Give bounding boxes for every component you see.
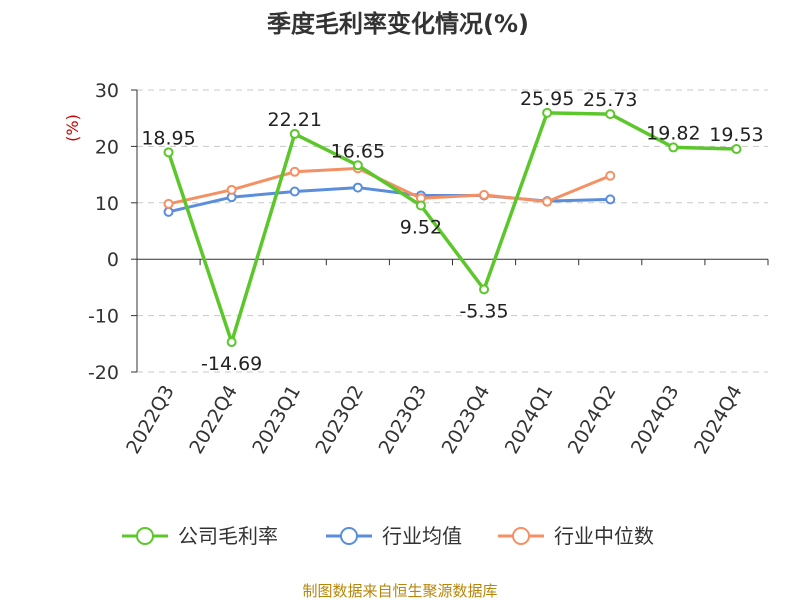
x-tick-label: 2022Q4 <box>185 382 242 458</box>
data-point[interactable] <box>479 284 490 295</box>
data-point[interactable] <box>605 109 616 120</box>
data-point[interactable] <box>226 337 237 348</box>
data-label: 19.53 <box>709 124 763 146</box>
legend-swatch-marker <box>340 527 358 545</box>
x-tick-label: 2024Q4 <box>690 382 747 458</box>
data-point[interactable] <box>415 200 426 211</box>
y-tick-label: 0 <box>107 249 119 271</box>
data-label: 25.73 <box>583 89 637 111</box>
legend-swatch-marker <box>136 527 154 545</box>
data-point[interactable] <box>731 144 742 155</box>
series-layer <box>163 107 742 348</box>
legend-label: 公司毛利率 <box>178 524 278 548</box>
data-label: 25.95 <box>520 88 574 110</box>
data-point[interactable] <box>163 147 174 158</box>
y-tick-label: 10 <box>95 193 119 215</box>
data-label: 22.21 <box>268 109 322 131</box>
y-tick-label: 30 <box>95 80 119 102</box>
x-tick-label: 2024Q2 <box>564 382 621 458</box>
x-tick-label: 2022Q3 <box>122 382 179 458</box>
data-point[interactable] <box>479 189 490 200</box>
legend-item[interactable]: 行业中位数 <box>498 524 654 548</box>
data-point[interactable] <box>605 194 616 205</box>
legend-item[interactable]: 行业均值 <box>326 524 462 548</box>
data-point[interactable] <box>542 107 553 118</box>
series-line <box>166 111 737 344</box>
data-label: -5.35 <box>459 300 508 322</box>
data-label: 18.95 <box>141 127 195 149</box>
legend-label: 行业中位数 <box>554 524 654 548</box>
axes <box>131 89 769 373</box>
data-point[interactable] <box>668 142 679 153</box>
y-tick-label: 20 <box>95 136 119 158</box>
legend[interactable]: 公司毛利率 行业均值 行业中位数 <box>122 524 654 548</box>
x-tick-label: 2023Q4 <box>438 382 495 458</box>
x-tick-label: 2023Q3 <box>375 382 432 458</box>
y-axis-unit: (%) <box>63 114 82 142</box>
data-point[interactable] <box>289 128 300 139</box>
y-tick-labels: 30 20 10 0 -10 -20 <box>88 80 119 384</box>
data-label: 9.52 <box>400 217 442 239</box>
data-point[interactable] <box>226 184 237 195</box>
x-tick-label: 2023Q1 <box>248 382 305 458</box>
data-point[interactable] <box>542 196 553 207</box>
data-label: -14.69 <box>201 353 262 375</box>
data-point[interactable] <box>352 160 363 171</box>
data-label: 16.65 <box>331 140 385 162</box>
legend-swatch-marker <box>512 527 530 545</box>
data-labels: 18.95 -14.69 22.21 16.65 9.52 -5.35 25.95 25.73… <box>141 88 763 375</box>
data-point[interactable] <box>163 198 174 209</box>
data-label: 19.82 <box>646 122 700 144</box>
data-point[interactable] <box>289 186 300 197</box>
x-tick-labels: 2022Q3 2022Q4 2023Q1 2023Q2 2023Q3 2023Q4 2024… <box>122 382 747 458</box>
source-note: 制图数据来自恒生聚源数据库 <box>302 582 497 600</box>
data-point[interactable] <box>352 182 363 193</box>
x-tick-label: 2023Q2 <box>311 382 368 458</box>
data-point[interactable] <box>289 166 300 177</box>
legend-label: 行业均值 <box>382 524 462 548</box>
y-tick-label: -20 <box>88 362 119 384</box>
data-point[interactable] <box>163 206 174 217</box>
legend-item[interactable]: 公司毛利率 <box>122 524 278 548</box>
x-tick-label: 2024Q1 <box>501 382 558 458</box>
y-tick-label: -10 <box>88 306 119 328</box>
chart-title: 季度毛利率变化情况(%) <box>267 10 529 38</box>
x-tick-label: 2024Q3 <box>627 382 684 458</box>
data-point[interactable] <box>605 170 616 181</box>
